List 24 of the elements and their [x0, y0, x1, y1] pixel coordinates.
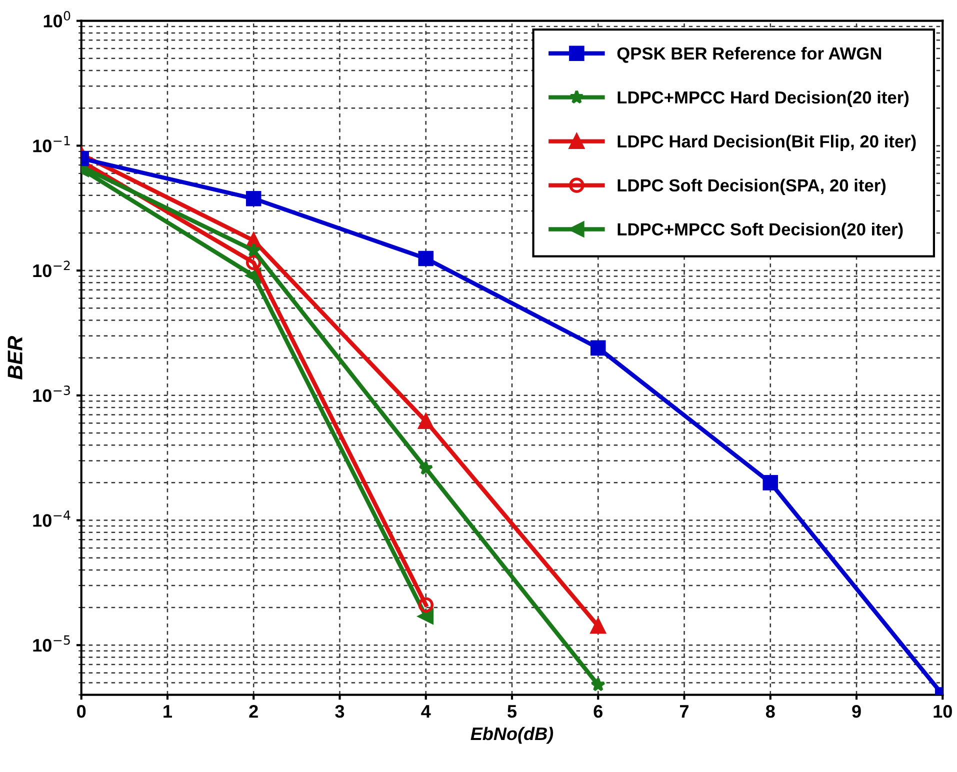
x-tick-label: 10 [934, 705, 952, 718]
legend-label: QPSK BER Reference for AWGN [617, 46, 882, 63]
x-tick-label: 1 [164, 705, 172, 718]
legend-label: LDPC+MPCC Soft Decision(20 iter) [618, 222, 903, 239]
legend-label: LDPC Soft Decision(SPA, 20 iter) [618, 178, 886, 195]
y-tick-label: 10$^{−2}$ [33, 260, 70, 278]
x-tick-label: 6 [594, 705, 602, 718]
x-tick-label: 8 [766, 705, 775, 718]
x-tick-label: 7 [680, 705, 688, 718]
legend-label: LDPC+MPCC Hard Decision(20 iter) [618, 90, 909, 108]
x-tick-label: 9 [852, 705, 861, 718]
x-axis-title: EbNo(dB) [470, 726, 554, 744]
y-tick-label: 10$^{−3}$ [33, 386, 70, 402]
x-tick-label: 2 [249, 705, 258, 718]
y-tick-label: 10$^{0}$ [44, 10, 70, 28]
y-tick-label: 10$^{−5}$ [33, 635, 70, 652]
y-tick-label: 10$^{−4}$ [33, 510, 70, 527]
x-tick-label: 3 [335, 705, 344, 718]
y-axis-title: BER [8, 336, 22, 380]
legend-label: LDPC Hard Decision(Bit Flip, 20 iter) [618, 134, 916, 151]
x-tick-label: 5 [508, 705, 517, 718]
y-tick-label: 10$^{−1}$ [33, 136, 70, 152]
x-tick-label: 0 [77, 705, 86, 718]
x-tick-label: 4 [421, 705, 431, 718]
